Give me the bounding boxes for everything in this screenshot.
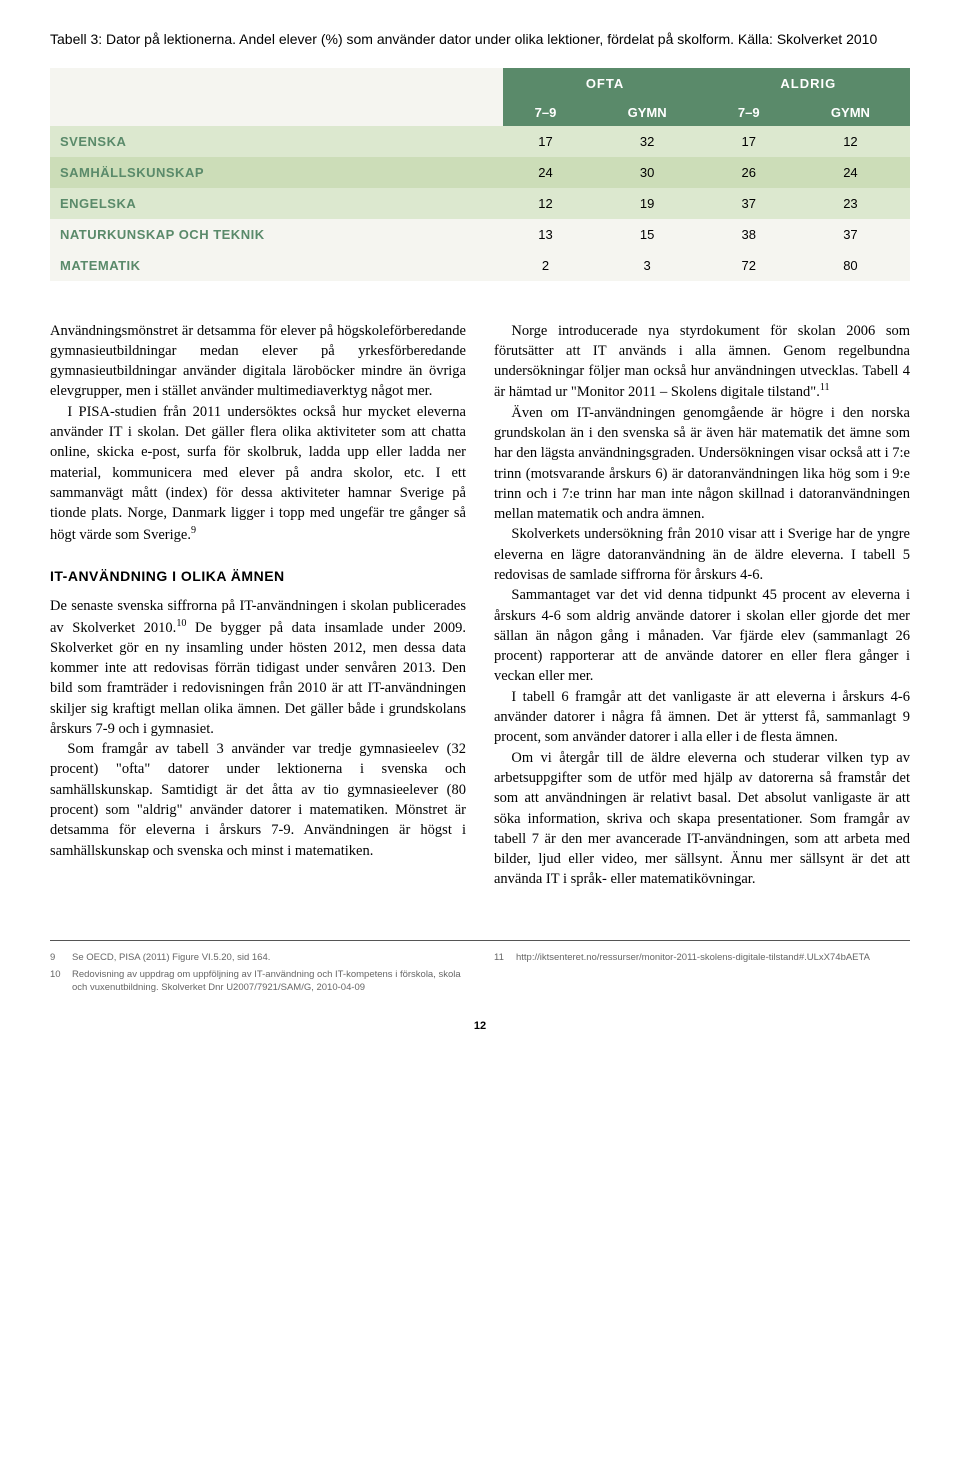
paragraph: I PISA-studien från 2011 undersöktes ock… (50, 402, 466, 545)
table-header-blank (50, 68, 503, 99)
table-row: SVENSKA 17 32 17 12 (50, 126, 910, 157)
paragraph: Om vi återgår till de äldre eleverna och… (494, 748, 910, 890)
footnotes: 9 Se OECD, PISA (2011) Figure VI.5.20, s… (50, 940, 910, 995)
paragraph: I tabell 6 framgår att det vanligaste är… (494, 687, 910, 748)
footnote-text: http://iktsenteret.no/ressurser/monitor-… (516, 951, 870, 964)
page-number: 12 (50, 1020, 910, 1032)
table-row: NATURKUNSKAP OCH TEKNIK 13 15 38 37 (50, 219, 910, 250)
row-label: SAMHÄLLSKUNSKAP (50, 157, 503, 188)
section-heading: IT-ANVÄNDNING I OLIKA ÄMNEN (50, 567, 466, 587)
table-subheader: 7–9 (503, 99, 587, 126)
footnote: 9 Se OECD, PISA (2011) Figure VI.5.20, s… (50, 951, 466, 964)
cell: 17 (707, 126, 791, 157)
table-row: SAMHÄLLSKUNSKAP 24 30 26 24 (50, 157, 910, 188)
footnote: 11 http://iktsenteret.no/ressurser/monit… (494, 951, 910, 964)
row-label: SVENSKA (50, 126, 503, 157)
paragraph: Som framgår av tabell 3 använder var tre… (50, 739, 466, 861)
paragraph: De senaste svenska siffrorna på IT-använ… (50, 596, 466, 739)
cell: 37 (707, 188, 791, 219)
paragraph: Norge introducerade nya styrdokument för… (494, 321, 910, 403)
footnote-num: 11 (494, 951, 516, 964)
cell: 23 (791, 188, 910, 219)
footnote-num: 10 (50, 968, 72, 995)
cell: 37 (791, 219, 910, 250)
cell: 80 (791, 250, 910, 281)
row-label: ENGELSKA (50, 188, 503, 219)
table-group-ofta: OFTA (503, 68, 706, 99)
footnote-text: Redovisning av uppdrag om uppföljning av… (72, 968, 466, 995)
paragraph: Skolverkets undersökning från 2010 visar… (494, 524, 910, 585)
paragraph: Sammantaget var det vid denna tidpunkt 4… (494, 585, 910, 686)
table-row: MATEMATIK 2 3 72 80 (50, 250, 910, 281)
cell: 19 (588, 188, 707, 219)
footnote: 10 Redovisning av uppdrag om uppföljning… (50, 968, 466, 995)
cell: 32 (588, 126, 707, 157)
footnote-ref: 9 (191, 525, 196, 536)
table-subheader: GYMN (791, 99, 910, 126)
cell: 13 (503, 219, 587, 250)
table-group-aldrig: ALDRIG (707, 68, 910, 99)
cell: 15 (588, 219, 707, 250)
cell: 26 (707, 157, 791, 188)
table-subheader: GYMN (588, 99, 707, 126)
cell: 3 (588, 250, 707, 281)
body-columns: Användningsmönstret är detsamma för elev… (50, 321, 910, 890)
cell: 17 (503, 126, 587, 157)
cell: 12 (503, 188, 587, 219)
data-table: OFTA ALDRIG 7–9 GYMN 7–9 GYMN SVENSKA 17… (50, 68, 910, 281)
paragraph: Användningsmönstret är detsamma för elev… (50, 321, 466, 402)
footnote-ref: 10 (176, 618, 186, 629)
cell: 2 (503, 250, 587, 281)
row-label: NATURKUNSKAP OCH TEKNIK (50, 219, 503, 250)
table-caption: Tabell 3: Dator på lektionerna. Andel el… (50, 30, 910, 50)
cell: 24 (503, 157, 587, 188)
table-subheader-blank (50, 99, 503, 126)
footnote-text: Se OECD, PISA (2011) Figure VI.5.20, sid… (72, 951, 270, 964)
row-label: MATEMATIK (50, 250, 503, 281)
cell: 12 (791, 126, 910, 157)
table-subheader: 7–9 (707, 99, 791, 126)
footnote-num: 9 (50, 951, 72, 964)
footnote-ref: 11 (820, 382, 830, 393)
paragraph: Även om IT-användningen genomgående är h… (494, 403, 910, 525)
cell: 38 (707, 219, 791, 250)
cell: 24 (791, 157, 910, 188)
cell: 30 (588, 157, 707, 188)
cell: 72 (707, 250, 791, 281)
table-row: ENGELSKA 12 19 37 23 (50, 188, 910, 219)
